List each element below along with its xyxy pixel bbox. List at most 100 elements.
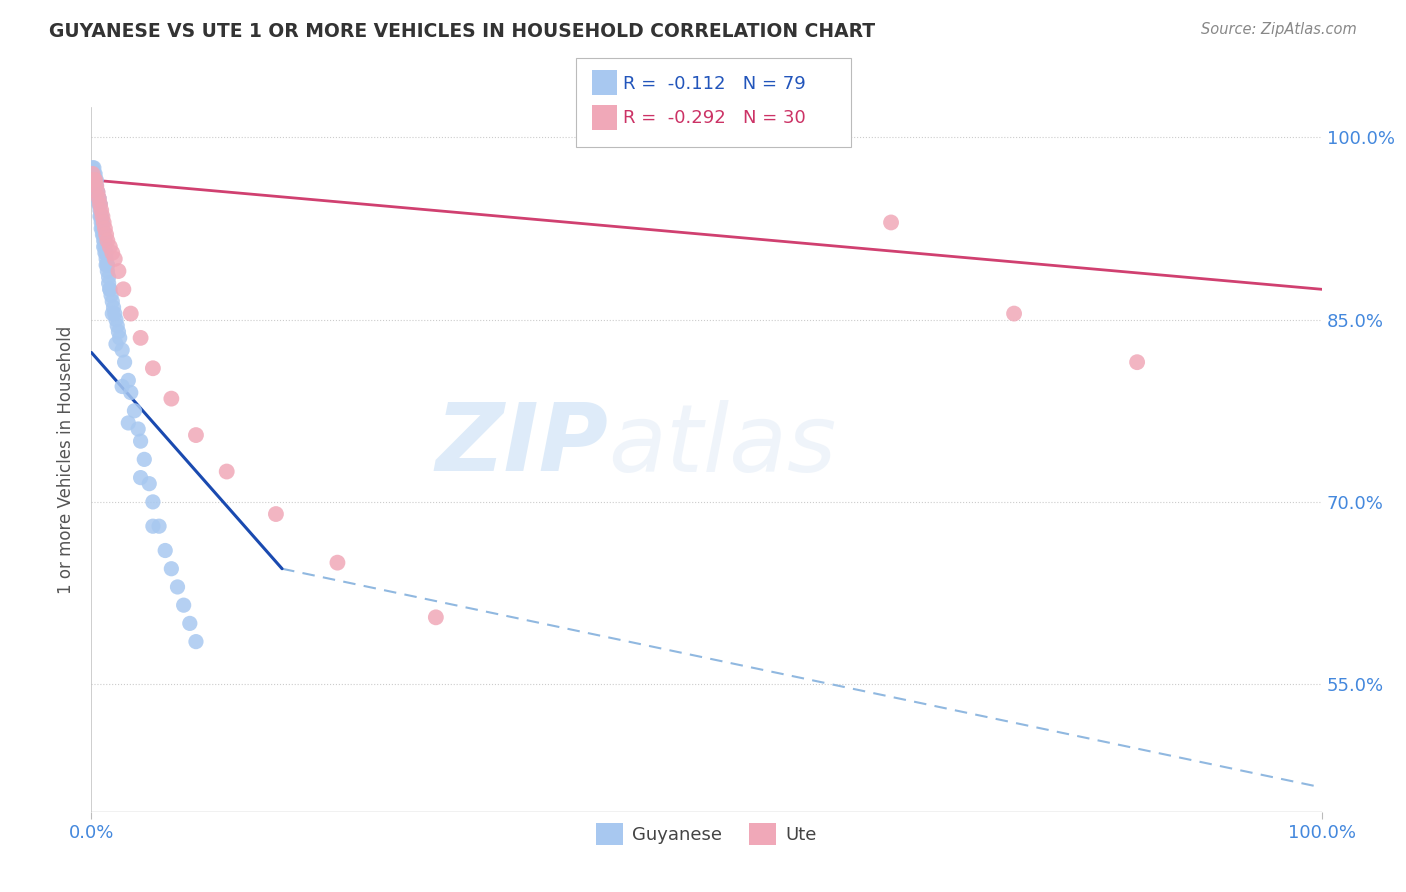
Point	[120, 385, 142, 400]
Point	[90, 221, 112, 235]
Point	[173, 598, 195, 612]
Point	[326, 556, 349, 570]
Point	[94, 221, 117, 235]
Text: atlas: atlas	[607, 400, 837, 491]
Point	[94, 240, 117, 254]
Point	[184, 634, 207, 648]
Point	[111, 343, 134, 357]
Point	[96, 234, 118, 248]
Point	[98, 282, 121, 296]
Point	[104, 252, 127, 266]
Point	[134, 452, 156, 467]
Point	[120, 307, 142, 321]
Point	[96, 258, 118, 272]
Point	[84, 173, 107, 187]
Point	[84, 185, 107, 199]
Point	[96, 258, 118, 272]
Point	[86, 185, 108, 199]
Point	[87, 191, 110, 205]
Point	[83, 173, 105, 187]
Point	[91, 215, 114, 229]
Point	[93, 240, 115, 254]
Point	[100, 288, 122, 302]
Point	[142, 361, 165, 376]
Point	[89, 197, 111, 211]
Point	[153, 543, 177, 558]
Point	[82, 161, 104, 175]
Point	[87, 191, 110, 205]
Point	[93, 234, 115, 248]
Point	[96, 245, 117, 260]
Point	[97, 270, 120, 285]
Point	[86, 185, 108, 199]
Point	[107, 325, 129, 339]
Text: Source: ZipAtlas.com: Source: ZipAtlas.com	[1201, 22, 1357, 37]
Point	[86, 179, 108, 194]
Point	[86, 179, 108, 194]
Point	[101, 307, 124, 321]
Point	[98, 282, 121, 296]
Point	[117, 373, 139, 387]
Point	[96, 264, 118, 278]
Y-axis label: 1 or more Vehicles in Household: 1 or more Vehicles in Household	[58, 326, 76, 593]
Point	[97, 276, 120, 290]
Point	[142, 495, 165, 509]
Point	[83, 173, 105, 187]
Point	[1002, 307, 1025, 321]
Point	[91, 227, 114, 242]
Point	[84, 173, 107, 187]
Point	[84, 167, 107, 181]
Point	[89, 203, 111, 218]
Point	[90, 203, 112, 218]
Point	[179, 616, 201, 631]
Point	[129, 470, 152, 484]
Point	[880, 215, 903, 229]
Point	[105, 312, 127, 326]
Legend: Guyanese, Ute: Guyanese, Ute	[589, 815, 824, 852]
Point	[107, 264, 129, 278]
Text: R =  -0.292   N = 30: R = -0.292 N = 30	[623, 109, 806, 127]
Point	[82, 167, 104, 181]
Point	[184, 428, 207, 442]
Point	[91, 210, 114, 224]
Point	[104, 307, 127, 321]
Point	[93, 215, 115, 229]
Point	[103, 301, 125, 315]
Point	[91, 221, 114, 235]
Point	[264, 507, 287, 521]
Point	[129, 331, 152, 345]
Point	[117, 416, 139, 430]
Point	[111, 379, 134, 393]
Point	[105, 337, 127, 351]
Point	[129, 434, 152, 449]
Point	[148, 519, 170, 533]
Point	[86, 185, 108, 199]
Point	[93, 227, 115, 242]
Point	[86, 185, 108, 199]
Point	[114, 355, 136, 369]
Point	[124, 404, 146, 418]
Point	[160, 562, 183, 576]
Point	[83, 161, 105, 175]
Point	[142, 519, 165, 533]
Point	[96, 227, 117, 242]
Point	[89, 197, 111, 211]
Point	[215, 465, 238, 479]
Text: ZIP: ZIP	[436, 400, 607, 491]
Point	[94, 245, 117, 260]
Point	[138, 476, 160, 491]
Point	[83, 167, 105, 181]
Point	[89, 197, 111, 211]
Point	[90, 210, 112, 224]
Point	[86, 173, 108, 187]
Point	[166, 580, 188, 594]
Point	[425, 610, 447, 624]
Point	[101, 245, 124, 260]
Point	[89, 210, 111, 224]
Point	[112, 282, 135, 296]
Point	[160, 392, 183, 406]
Point	[105, 318, 128, 333]
Point	[82, 167, 104, 181]
Point	[87, 191, 110, 205]
Point	[101, 294, 124, 309]
